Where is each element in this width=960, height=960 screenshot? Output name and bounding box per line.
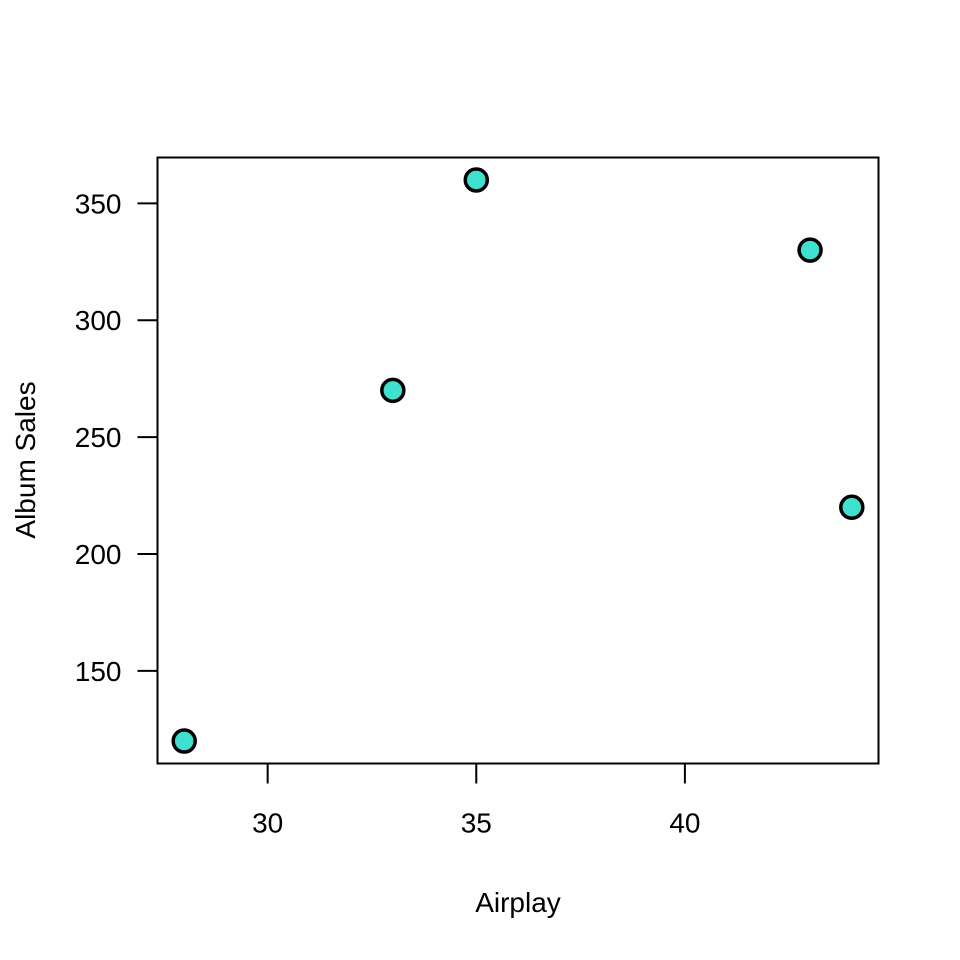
x-tick-label: 40 bbox=[669, 808, 700, 839]
y-tick-label: 200 bbox=[75, 539, 122, 570]
x-axis-label: Airplay bbox=[475, 887, 561, 918]
x-tick-label: 35 bbox=[461, 808, 492, 839]
y-tick-label: 250 bbox=[75, 422, 122, 453]
data-point bbox=[171, 728, 197, 754]
y-tick-label: 300 bbox=[75, 305, 122, 336]
x-axis: 30 35 40 bbox=[252, 763, 700, 839]
y-axis: 150 200 250 300 350 bbox=[75, 188, 158, 687]
y-tick-label: 350 bbox=[75, 188, 122, 219]
y-tick-label: 150 bbox=[75, 656, 122, 687]
data-point bbox=[463, 167, 490, 193]
data-points bbox=[171, 167, 865, 754]
data-point bbox=[380, 377, 406, 404]
data-point bbox=[797, 237, 823, 263]
plot-frame bbox=[156, 156, 880, 765]
data-point bbox=[839, 494, 865, 521]
x-tick-label: 30 bbox=[252, 808, 283, 839]
y-axis-label: Album Sales bbox=[10, 381, 41, 538]
